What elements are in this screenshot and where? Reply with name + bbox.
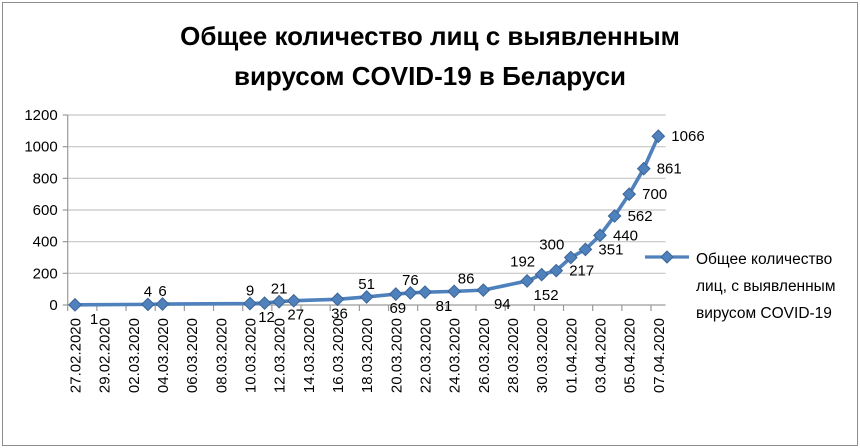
x-axis-tick-label: 03.04.2020 — [592, 318, 609, 393]
data-point-label: 351 — [598, 241, 623, 258]
data-point-label: 4 — [144, 283, 152, 300]
data-point-label: 440 — [613, 227, 638, 244]
data-point-marker — [286, 293, 301, 308]
x-axis-tick-label: 26.03.2020 — [476, 318, 493, 393]
data-point-marker — [651, 129, 666, 144]
y-axis-tick-label: 1000 — [24, 139, 57, 156]
x-axis-tick-label: 16.03.2020 — [330, 318, 347, 393]
legend-series-label: Общее количество лиц, с выявленным вирус… — [696, 251, 836, 322]
data-point-marker — [388, 287, 403, 301]
y-axis-tick-label: 1200 — [24, 107, 57, 124]
data-point-marker — [140, 297, 155, 312]
y-axis-tick-label: 800 — [33, 170, 58, 187]
x-axis-tick-label: 24.03.2020 — [447, 318, 464, 393]
data-point-marker — [403, 286, 418, 300]
data-point-marker — [520, 274, 534, 288]
data-point-label: 562 — [628, 208, 653, 225]
data-point-label: 152 — [534, 287, 559, 304]
data-point-label: 217 — [569, 263, 594, 280]
x-axis-tick-label: 01.04.2020 — [563, 318, 580, 393]
x-axis-tick-label: 04.03.2020 — [155, 318, 172, 393]
x-axis-tick-label: 28.03.2020 — [505, 318, 522, 393]
data-point-label: 300 — [539, 237, 564, 254]
x-axis-tick-label: 07.04.2020 — [651, 318, 668, 393]
x-axis-tick-label: 06.03.2020 — [184, 318, 201, 393]
data-point-marker — [534, 267, 549, 282]
data-point-marker — [563, 250, 578, 265]
data-point-marker — [155, 297, 170, 311]
data-point-marker — [330, 292, 345, 307]
y-axis-tick-label: 0 — [49, 297, 57, 314]
data-point-marker — [243, 296, 257, 311]
data-point-marker — [359, 290, 374, 304]
data-point-label: 21 — [271, 281, 288, 298]
data-point-marker — [418, 285, 432, 300]
x-axis-tick-label: 10.03.2020 — [242, 318, 259, 393]
data-point-label: 69 — [389, 300, 406, 317]
data-point-label: 27 — [287, 307, 304, 324]
data-point-marker — [272, 294, 287, 309]
chart-title-line-2: вирусом COVID-19 в Беларуси — [233, 61, 627, 91]
x-axis-tick-label: 20.03.2020 — [388, 318, 405, 393]
data-point-marker — [447, 284, 462, 299]
x-axis-tick-label: 18.03.2020 — [359, 318, 376, 393]
data-point-marker — [636, 161, 651, 176]
x-axis-tick-label: 22.03.2020 — [417, 318, 434, 393]
x-axis-tick-label: 27.02.2020 — [67, 318, 84, 393]
data-point-marker — [68, 297, 82, 312]
legend: Общее количество лиц, с выявленным вирус… — [644, 246, 854, 327]
data-point-label: 76 — [402, 272, 419, 289]
data-point-marker — [476, 283, 491, 298]
data-point-label: 6 — [158, 283, 166, 300]
data-point-label: 192 — [510, 254, 535, 271]
data-point-label: 86 — [458, 270, 475, 287]
data-point-label: 36 — [331, 305, 348, 322]
y-axis-tick-label: 200 — [33, 265, 58, 282]
data-point-marker — [578, 242, 593, 257]
x-axis-tick-label: 02.03.2020 — [126, 318, 143, 393]
x-axis-tick-label: 14.03.2020 — [301, 318, 318, 393]
data-point-label: 9 — [246, 283, 254, 300]
data-point-marker — [257, 296, 272, 311]
data-point-label: 1066 — [671, 128, 704, 145]
chart-title: Общее количество лиц с выявленным вирусо… — [0, 16, 860, 96]
data-point-marker — [607, 209, 622, 223]
data-point-label: 81 — [436, 298, 453, 315]
data-point-marker — [622, 187, 637, 202]
y-axis-tick-label: 600 — [33, 202, 58, 219]
data-point-label: 1 — [90, 311, 98, 328]
data-point-label: 94 — [494, 296, 511, 313]
x-axis-tick-label: 08.03.2020 — [213, 318, 230, 393]
x-axis-tick-label: 30.03.2020 — [534, 318, 551, 393]
data-point-label: 700 — [642, 186, 667, 203]
data-point-marker — [549, 263, 564, 278]
y-axis-tick-label: 400 — [33, 234, 58, 251]
x-axis-tick-label: 05.04.2020 — [622, 318, 639, 393]
x-axis-tick-label: 12.03.2020 — [272, 318, 289, 393]
data-point-label: 51 — [358, 276, 375, 293]
x-axis-tick-label: 29.02.2020 — [97, 318, 114, 393]
legend-series-marker-icon — [645, 250, 689, 264]
data-point-label: 861 — [657, 161, 682, 178]
chart-title-line-1: Общее количество лиц с выявленным — [180, 21, 680, 51]
data-point-marker — [593, 228, 607, 243]
data-point-label: 12 — [258, 309, 275, 326]
